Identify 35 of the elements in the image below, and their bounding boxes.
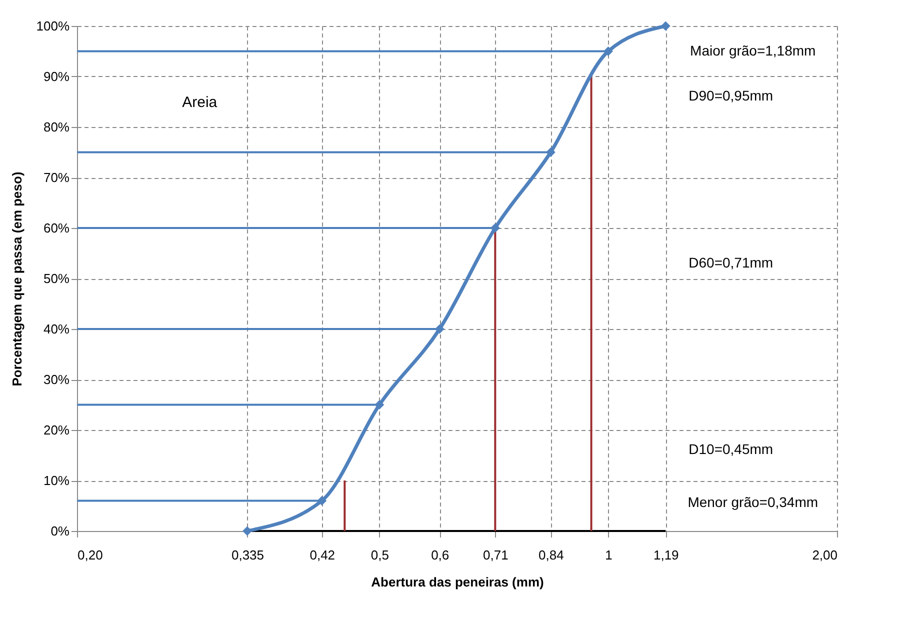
y-tick-label: 40% [43, 322, 70, 336]
y-tick-label: 10% [43, 473, 70, 488]
x-tick-label: 0,20 [78, 548, 103, 562]
annotation: D90=0,95mm [688, 88, 774, 104]
x-tick-label: 1,19 [653, 548, 679, 562]
x-tick-label: 0,335 [231, 548, 264, 562]
y-tick-label: 30% [43, 372, 70, 387]
point [546, 148, 556, 157]
y-tick-label: 80% [43, 120, 70, 134]
x-tick-label: 1 [605, 548, 612, 562]
y-tick-label: 70% [43, 170, 70, 185]
x-tick-label: 0,71 [483, 548, 508, 562]
x-tick-label: 0,84 [538, 548, 564, 562]
annotation: D60=0,71mm [688, 254, 774, 270]
annotation: Menor grão=0,34mm [688, 494, 818, 510]
point [603, 46, 613, 56]
point [374, 400, 384, 410]
annotation: Maior grão=1,18mm [690, 42, 816, 58]
annotation: Areia [182, 94, 218, 111]
y-tick-label: 60% [43, 220, 70, 236]
y-tick-label: 50% [43, 271, 70, 286]
point [490, 223, 500, 233]
y-tick-label: 20% [43, 422, 70, 438]
point [317, 496, 327, 506]
y-tick-label: 0% [50, 524, 70, 538]
x-tick-label: 0,42 [310, 548, 336, 562]
y-tick-label: 100% [36, 18, 70, 34]
x-tick-label: 2,00 [812, 548, 838, 562]
annotation: D10=0,45mm [688, 441, 774, 458]
y-axis-title: Porcentagem que passa (em peso) [9, 172, 24, 386]
x-axis-title: Abertura das peneiras (mm) [371, 574, 544, 590]
x-tick-label: 0,5 [370, 548, 389, 562]
y-tick-label: 90% [43, 69, 70, 84]
x-tick-label: 0,6 [431, 548, 450, 562]
point [660, 21, 670, 31]
